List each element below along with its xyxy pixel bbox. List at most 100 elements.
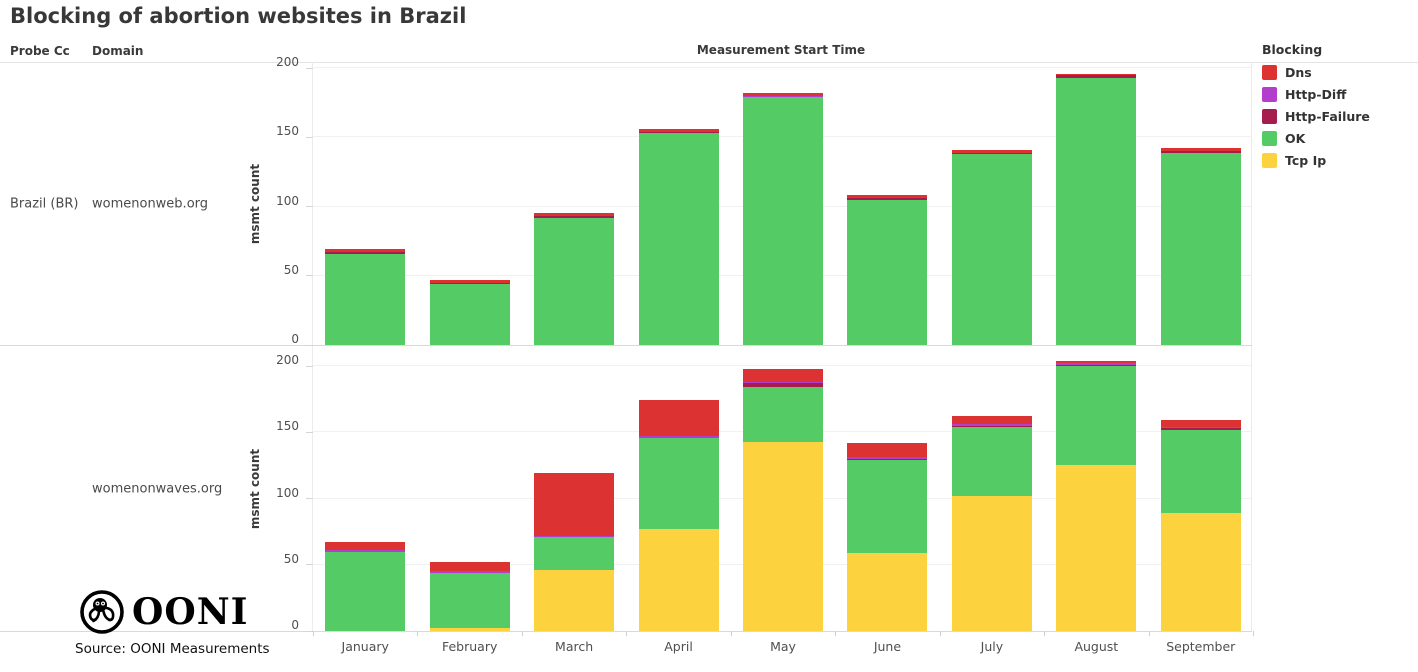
- y-tick-label-50: 50: [283, 551, 299, 566]
- bar-womenonwaves-org-june-tcp-ip[interactable]: [847, 552, 928, 631]
- x-tick-label-february: February: [441, 639, 498, 654]
- y-tick-label-200: 200: [276, 353, 299, 367]
- x-tick-label-september: September: [1166, 639, 1236, 654]
- bar-womenonweb-org-january-ok[interactable]: [325, 253, 406, 345]
- bar-womenonwaves-org-march-http-diff[interactable]: [534, 535, 615, 537]
- x-axis-line: [0, 631, 1252, 632]
- bar-womenonweb-org-april-dns[interactable]: [638, 128, 719, 132]
- facet-divider: [0, 345, 1252, 346]
- bar-womenonweb-org-august-dns[interactable]: [1056, 73, 1137, 75]
- facet-chart-womenonwaves: 0 50 100 150 200 msmt count January February Mar…: [248, 346, 1254, 654]
- bar-womenonwaves-org-september-tcp-ip[interactable]: [1160, 513, 1241, 631]
- bar-womenonwaves-org-july-http-diff[interactable]: [951, 424, 1032, 426]
- bar-womenonwaves-org-may-ok[interactable]: [743, 387, 823, 442]
- bar-womenonweb-org-march-http-failure[interactable]: [534, 216, 615, 218]
- legend-item-ok[interactable]: OK: [1262, 127, 1412, 149]
- legend-item-tcp-ip[interactable]: Tcp Ip: [1262, 149, 1412, 171]
- bar-womenonweb-org-july-ok[interactable]: [951, 153, 1032, 345]
- bar-womenonweb-org-august-ok[interactable]: [1056, 77, 1137, 345]
- legend-item-http-failure[interactable]: Http-Failure: [1262, 105, 1412, 127]
- bar-womenonweb-org-august-http-failure[interactable]: [1056, 74, 1137, 78]
- bar-womenonweb-org-june-ok[interactable]: [847, 199, 928, 345]
- legend-label-ok: OK: [1285, 130, 1306, 146]
- y-tick-mark-150: [306, 136, 313, 138]
- bar-womenonweb-org-april-http-failure[interactable]: [638, 131, 719, 134]
- bar-womenonwaves-org-june-http-failure[interactable]: [847, 458, 928, 461]
- bar-womenonwaves-org-march-dns[interactable]: [534, 473, 615, 536]
- bar-womenonwaves-org-march-tcp-ip[interactable]: [534, 570, 615, 631]
- y-tick-mark-200: [306, 365, 313, 367]
- facet-chart-womenonweb: 0 50 100 150 200 msmt count: [248, 56, 1252, 346]
- legend-item-http-diff[interactable]: Http-Diff: [1262, 83, 1412, 105]
- bar-womenonwaves-org-july-tcp-ip[interactable]: [951, 495, 1032, 631]
- y-tick-mark-0: [306, 344, 313, 346]
- y-tick-mark-200: [306, 67, 313, 69]
- bar-womenonwaves-org-may-http-failure[interactable]: [743, 383, 823, 388]
- y-tick-mark-0: [306, 630, 313, 632]
- bar-womenonwaves-org-september-http-diff[interactable]: [1160, 426, 1241, 429]
- bar-womenonweb-org-january-http-failure[interactable]: [325, 252, 406, 254]
- x-tick-label-august: August: [1074, 639, 1119, 654]
- legend-item-dns[interactable]: Dns: [1262, 61, 1412, 83]
- bar-womenonwaves-org-june-ok[interactable]: [847, 460, 928, 553]
- bar-womenonwaves-org-september-ok[interactable]: [1160, 429, 1241, 514]
- x-tick-label-july: July: [980, 639, 1004, 654]
- legend-swatch-http-failure: [1262, 108, 1277, 124]
- bar-womenonweb-org-may-dns[interactable]: [743, 92, 823, 96]
- bar-womenonweb-org-march-ok[interactable]: [534, 217, 615, 345]
- bar-womenonwaves-org-august-http-diff[interactable]: [1056, 363, 1137, 365]
- bar-womenonweb-org-march-dns[interactable]: [534, 213, 615, 217]
- bar-womenonwaves-org-april-tcp-ip[interactable]: [638, 528, 719, 631]
- bar-womenonweb-org-july-dns[interactable]: [951, 149, 1032, 153]
- bar-womenonwaves-org-february-tcp-ip[interactable]: [429, 628, 510, 631]
- bar-womenonweb-org-may-ok[interactable]: [743, 97, 823, 345]
- legend-items: Dns Http-Diff Http-Failure OK Tcp Ip: [1262, 61, 1412, 171]
- bar-womenonweb-org-may-http-diff[interactable]: [743, 95, 823, 98]
- x-tick-mark-9: [1253, 631, 1254, 636]
- header-divider: [0, 62, 1418, 63]
- bar-womenonwaves-org-january-http-diff[interactable]: [325, 550, 406, 552]
- y-tick-label-150: 150: [276, 419, 299, 434]
- bar-womenonwaves-org-july-ok[interactable]: [951, 426, 1032, 496]
- bar-womenonwaves-org-august-ok[interactable]: [1056, 366, 1137, 466]
- bar-womenonwaves-org-april-dns[interactable]: [638, 400, 719, 437]
- bar-womenonwaves-org-may-http-diff[interactable]: [743, 381, 823, 384]
- x-axis-title: Measurement Start Time: [696, 43, 866, 57]
- bar-womenonwaves-org-january-ok[interactable]: [325, 551, 406, 631]
- bar-womenonwaves-org-august-http-failure[interactable]: [1056, 364, 1137, 366]
- bar-womenonweb-org-february-http-failure[interactable]: [429, 282, 510, 285]
- x-tick-mark-4: [730, 631, 732, 636]
- bar-womenonweb-org-june-http-failure[interactable]: [847, 198, 928, 200]
- bar-womenonweb-org-february-ok[interactable]: [429, 284, 510, 345]
- bar-womenonwaves-org-january-dns[interactable]: [325, 542, 406, 551]
- bar-womenonweb-org-july-http-failure[interactable]: [951, 152, 1032, 154]
- bar-womenonwaves-org-may-dns[interactable]: [743, 368, 823, 382]
- bar-womenonweb-org-february-dns[interactable]: [429, 279, 510, 283]
- y-tick-label-150: 150: [276, 124, 299, 139]
- bar-womenonwaves-org-august-dns[interactable]: [1056, 360, 1137, 364]
- bar-womenonwaves-org-june-http-diff[interactable]: [847, 457, 928, 459]
- bar-womenonweb-org-september-http-failure[interactable]: [1160, 151, 1241, 153]
- bar-womenonwaves-org-july-http-failure[interactable]: [951, 425, 1032, 427]
- bar-womenonwaves-org-february-http-diff[interactable]: [429, 571, 510, 573]
- bar-womenonwaves-org-february-ok[interactable]: [429, 572, 510, 629]
- bar-womenonweb-org-september-ok[interactable]: [1160, 152, 1241, 345]
- legend-label-tcp-ip: Tcp Ip: [1285, 152, 1327, 168]
- bar-womenonwaves-org-february-dns[interactable]: [429, 562, 510, 572]
- bar-womenonwaves-org-march-ok[interactable]: [534, 536, 615, 571]
- bar-womenonwaves-org-august-tcp-ip[interactable]: [1056, 465, 1137, 631]
- legend-label-dns: Dns: [1285, 64, 1312, 80]
- bar-womenonweb-org-january-dns[interactable]: [325, 249, 406, 253]
- bar-womenonwaves-org-september-http-failure[interactable]: [1160, 428, 1241, 430]
- bar-womenonwaves-org-april-http-diff[interactable]: [638, 436, 719, 438]
- bar-womenonwaves-org-september-dns[interactable]: [1160, 420, 1241, 427]
- bar-womenonweb-org-april-ok[interactable]: [638, 133, 719, 345]
- bar-womenonwaves-org-june-dns[interactable]: [847, 442, 928, 458]
- x-tick-mark-7: [1044, 631, 1046, 636]
- bar-womenonwaves-org-april-ok[interactable]: [638, 437, 719, 529]
- bar-womenonwaves-org-may-tcp-ip[interactable]: [743, 441, 823, 631]
- bar-womenonwaves-org-july-dns[interactable]: [951, 416, 1032, 425]
- bar-womenonweb-org-june-dns[interactable]: [847, 195, 928, 199]
- bar-womenonweb-org-september-dns[interactable]: [1160, 148, 1241, 152]
- y-tick-label-100: 100: [276, 485, 299, 500]
